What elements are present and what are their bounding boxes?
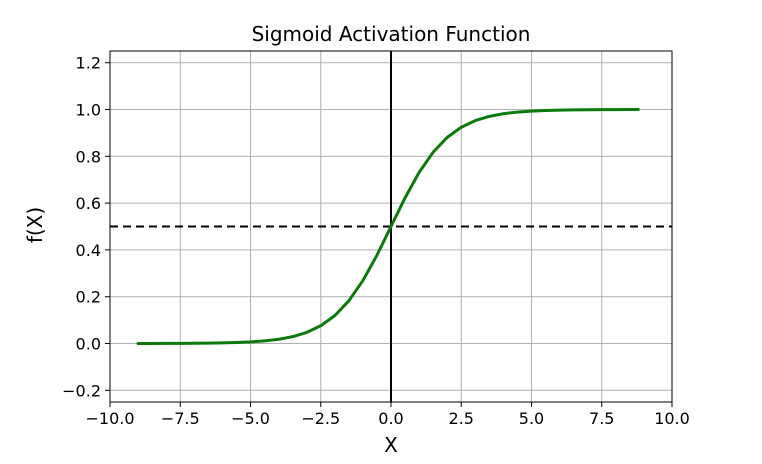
y-tick-label: 0.0 (76, 335, 101, 354)
x-tick-label: 10.0 (654, 409, 690, 428)
y-tick-label: 1.2 (76, 54, 101, 73)
y-tick-label: 0.8 (76, 147, 101, 166)
y-axis-label: f(X) (23, 207, 47, 243)
y-tick-label: 1.0 (76, 101, 101, 120)
x-tick-label: 7.5 (589, 409, 614, 428)
x-axis-label: X (384, 433, 398, 457)
x-tick-label: 2.5 (449, 409, 474, 428)
y-tick-label: 0.4 (76, 241, 101, 260)
chart-title: Sigmoid Activation Function (252, 22, 531, 46)
y-tick-label: 0.2 (76, 288, 101, 307)
x-tick-label: −2.5 (301, 409, 340, 428)
x-tick-label: −7.5 (161, 409, 200, 428)
y-tick-label: 0.6 (76, 194, 101, 213)
y-tick-label: −0.2 (62, 381, 101, 400)
y-axis-ticks: −0.2 0.0 0.2 0.4 0.6 0.8 1.0 1.2 (62, 54, 110, 400)
x-tick-label: 5.0 (519, 409, 544, 428)
x-tick-label: −10.0 (85, 409, 134, 428)
series-layer (136, 108, 640, 345)
sigmoid-series-line (136, 108, 640, 345)
x-axis-ticks: −10.0 −7.5 −5.0 −2.5 0.0 2.5 5.0 7.5 10.0 (85, 402, 690, 428)
x-tick-label: 0.0 (378, 409, 403, 428)
x-tick-label: −5.0 (231, 409, 270, 428)
